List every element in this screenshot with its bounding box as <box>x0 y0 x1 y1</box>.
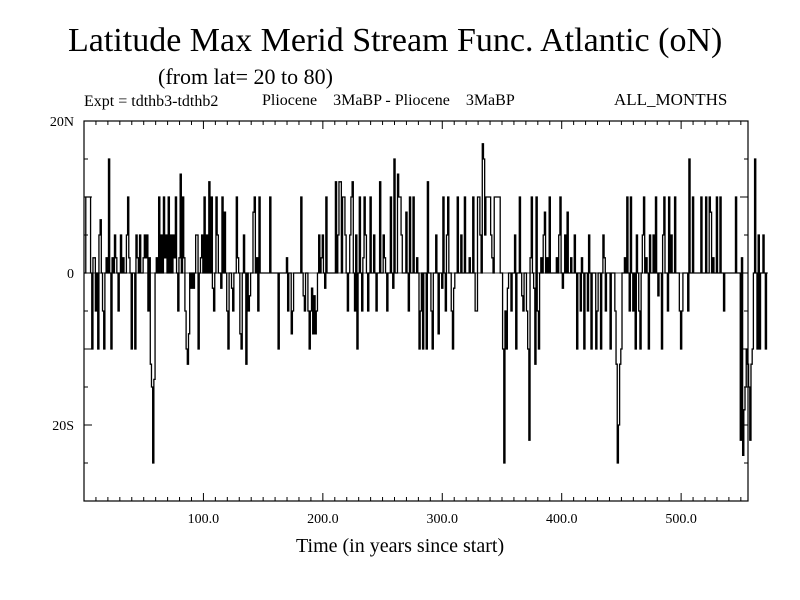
x-axis-label: Time (in years since start) <box>296 535 505 557</box>
experiment-label: Expt = tdthb3-tdthb2 <box>84 93 219 110</box>
x-tick-label: 500.0 <box>665 512 697 527</box>
chart-subtitle: (from lat= 20 to 80) <box>158 64 333 89</box>
x-tick-label: 100.0 <box>188 512 220 527</box>
series-line-0 <box>84 143 768 464</box>
chart-title: Latitude Max Merid Stream Func. Atlantic… <box>68 22 723 59</box>
y-tick-label: 0 <box>67 267 74 282</box>
x-tick-label: 400.0 <box>546 512 578 527</box>
y-tick-label: 20N <box>50 115 74 130</box>
experiment-name: Pliocene 3MaBP - Pliocene 3MaBP <box>262 92 515 109</box>
x-tick-label: 200.0 <box>307 512 339 527</box>
y-tick-label: 20S <box>52 419 74 434</box>
months-label: ALL_MONTHS <box>614 90 728 109</box>
x-tick-label: 300.0 <box>427 512 459 527</box>
